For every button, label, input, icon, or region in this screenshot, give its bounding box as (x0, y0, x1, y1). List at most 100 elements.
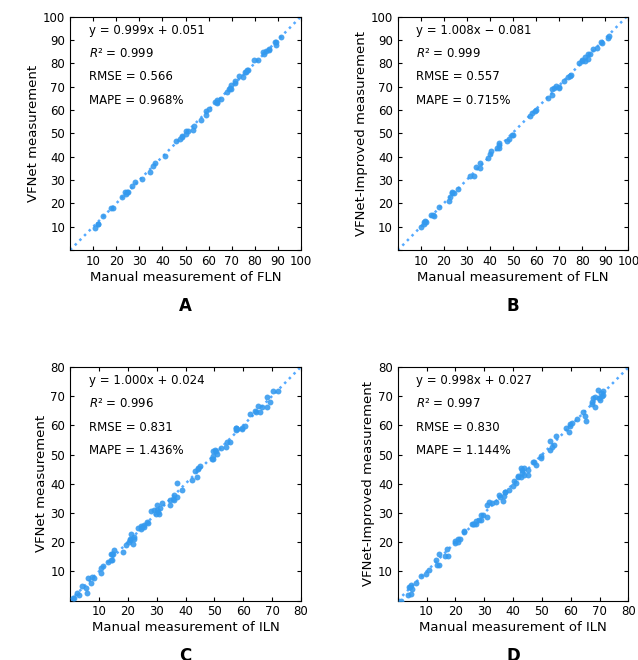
Point (468, 171, 478, 182)
Point (256, 402, 267, 412)
Point (595, 388, 605, 399)
Point (210, 97, 220, 108)
Point (494, 490, 505, 500)
Point (484, 497, 494, 508)
Point (172, 492, 182, 502)
Point (572, 414, 582, 424)
Point (224, 84, 234, 94)
Point (567, 417, 577, 428)
Point (145, 167, 155, 178)
Point (146, 506, 156, 516)
Point (459, 526, 469, 537)
Point (516, 463, 526, 473)
Y-axis label: VFNet measurement: VFNet measurement (27, 65, 40, 202)
Point (421, 568, 431, 579)
Point (465, 171, 475, 182)
Point (565, 71, 575, 81)
Point (549, 83, 560, 94)
Point (428, 210, 438, 220)
Point (419, 217, 429, 228)
Point (232, 423, 242, 434)
Point (223, 87, 233, 98)
Point (582, 53, 593, 64)
Point (121, 540, 131, 550)
Point (107, 203, 117, 213)
Point (253, 55, 263, 65)
Point (96, 568, 107, 579)
Point (434, 202, 444, 213)
Point (578, 407, 588, 418)
Point (508, 481, 518, 492)
Point (226, 84, 236, 95)
Point (486, 146, 496, 156)
Point (580, 52, 590, 63)
Text: y = 1.000x + 0.024: y = 1.000x + 0.024 (89, 374, 204, 387)
Point (431, 554, 441, 565)
Point (507, 129, 517, 140)
Point (241, 67, 251, 77)
Point (584, 49, 595, 59)
Point (554, 81, 564, 92)
Point (511, 478, 521, 488)
Point (240, 420, 250, 431)
Point (139, 522, 149, 533)
Point (259, 48, 269, 59)
Point (577, 56, 588, 67)
Point (232, 422, 242, 433)
Point (547, 442, 557, 452)
Point (517, 468, 527, 478)
Point (234, 71, 244, 81)
Point (561, 423, 572, 434)
Point (407, 584, 417, 595)
Point (494, 143, 504, 153)
Point (475, 162, 485, 173)
X-axis label: Manual measurement of FLN: Manual measurement of FLN (90, 271, 281, 284)
Text: A: A (179, 297, 192, 315)
Point (207, 454, 218, 465)
Point (124, 534, 135, 544)
Point (264, 45, 274, 55)
Point (604, 31, 614, 42)
Point (90, 222, 100, 233)
Point (231, 423, 241, 434)
Point (512, 471, 523, 482)
Point (528, 456, 538, 467)
Point (519, 470, 530, 480)
Point (124, 537, 134, 548)
Point (182, 125, 193, 136)
Point (411, 578, 421, 588)
Point (420, 216, 430, 226)
Point (181, 129, 191, 140)
Point (586, 397, 597, 408)
Point (155, 503, 165, 513)
Point (595, 394, 605, 405)
Point (491, 143, 501, 153)
Point (152, 500, 163, 510)
Point (475, 158, 486, 169)
Point (453, 184, 463, 195)
Point (276, 32, 286, 43)
Point (137, 521, 147, 532)
Point (565, 419, 575, 430)
Point (447, 187, 457, 198)
Point (271, 40, 281, 50)
Point (592, 43, 602, 53)
Point (149, 505, 160, 515)
Point (82, 587, 92, 598)
Point (270, 36, 280, 47)
Point (87, 572, 97, 582)
Point (165, 500, 175, 510)
Point (440, 550, 450, 561)
Point (536, 450, 546, 461)
Point (181, 126, 191, 137)
Point (195, 461, 205, 472)
Point (449, 187, 459, 198)
Point (478, 510, 488, 520)
Point (487, 498, 498, 508)
Text: $\mathit{R}$² = 0.999: $\mathit{R}$² = 0.999 (89, 47, 154, 60)
Point (211, 446, 221, 456)
Point (531, 104, 542, 115)
Point (207, 454, 218, 465)
Point (416, 570, 426, 581)
Point (523, 465, 533, 475)
